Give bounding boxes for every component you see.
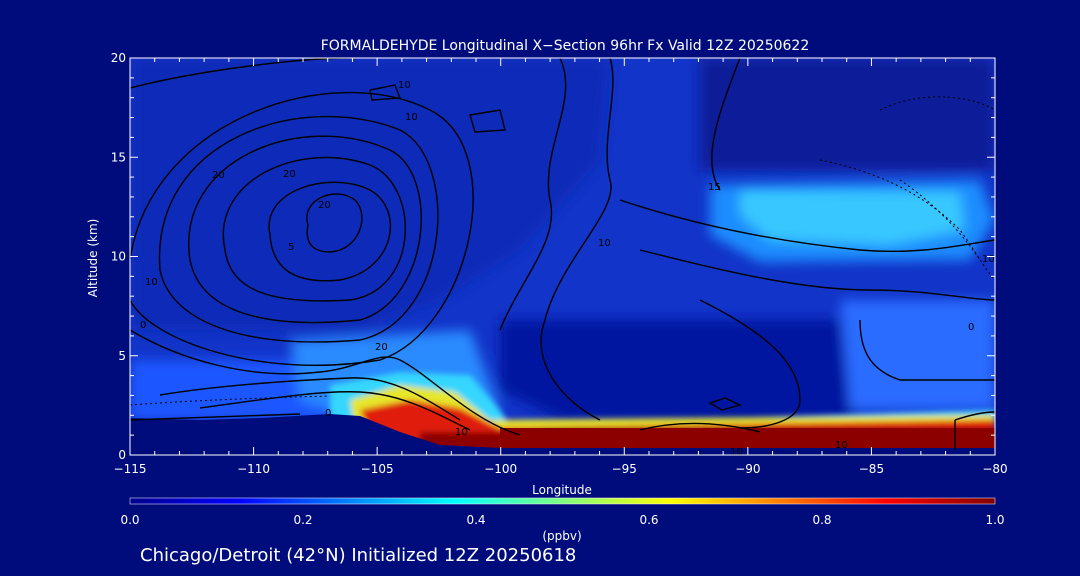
contour-lines — [130, 58, 995, 450]
contour-label: 15 — [708, 182, 721, 193]
terrain-mask — [130, 414, 995, 455]
contour-line — [159, 377, 461, 421]
x-axis: −115 −110 −105 −100 −95 −90 −85 −80 — [114, 58, 1008, 476]
contour-labels: 10 10 20 20 20 10 10 10 0 0 20 5 10 15 1… — [140, 80, 995, 458]
colorbar-strip — [129, 497, 996, 505]
contour-label: 0 — [325, 408, 331, 419]
contour-dotted — [879, 96, 995, 111]
contour-label: 0 — [968, 322, 974, 333]
y-tick-label: 5 — [118, 349, 126, 363]
colorbar-tick-label: 0.0 — [120, 513, 139, 527]
contour-dotted — [130, 395, 331, 406]
colorbar-tick-label: 1.0 — [985, 513, 1004, 527]
contour-line — [158, 116, 439, 343]
contour-line — [469, 109, 506, 133]
contour-label: 20 — [375, 342, 388, 353]
contour-line — [130, 91, 474, 367]
contour-label: 10 — [145, 277, 158, 288]
field-dark-west-upper — [130, 58, 610, 330]
contour-line — [859, 319, 995, 381]
contour-label: 10 — [730, 447, 743, 458]
y-axis-label: Altitude (km) — [86, 219, 100, 298]
x-tick-label: −115 — [114, 462, 147, 476]
colorbar-tick-label: 0.6 — [639, 513, 658, 527]
footer-caption: Chicago/Detroit (42°N) Initialized 12Z 2… — [140, 545, 576, 566]
contour-label: 20 — [212, 170, 225, 181]
chart-title: FORMALDEHYDE Longitudinal X−Section 96hr… — [321, 38, 810, 54]
x-tick-label: −100 — [484, 462, 517, 476]
dotted-contours — [130, 96, 995, 406]
contour-label: 10 — [455, 427, 468, 438]
contour-line — [130, 329, 521, 436]
colorbar-tick-label: 0.8 — [812, 513, 831, 527]
field-dark-east-top — [700, 58, 995, 170]
contour-line — [369, 84, 401, 101]
y-tick-label: 15 — [111, 150, 126, 164]
x-axis-label: Longitude — [532, 483, 592, 497]
y-axis: 0 5 10 15 20 — [111, 51, 995, 462]
contour-label: 5 — [288, 242, 294, 253]
y-tick-label: 0 — [118, 448, 126, 462]
field-upper-plume-core — [740, 190, 965, 245]
contour-line — [708, 397, 743, 411]
contour-line — [619, 199, 995, 253]
x-tick-label: −105 — [361, 462, 394, 476]
colorbar: 0.0 0.2 0.4 0.6 0.8 1.0 (ppbv) — [120, 497, 1005, 543]
colorbar-tick-label: 0.4 — [466, 513, 485, 527]
contour-label: 10 — [398, 80, 411, 91]
y-tick-label: 20 — [111, 51, 126, 65]
contour-line — [222, 156, 406, 302]
contour-line — [130, 413, 301, 421]
contour-line — [268, 181, 392, 282]
contour-line — [639, 422, 761, 433]
contour-line — [306, 193, 363, 253]
x-tick-label: −80 — [982, 462, 1007, 476]
x-tick-label: −110 — [237, 462, 270, 476]
contour-line — [711, 58, 741, 191]
contour-line — [540, 58, 614, 421]
contour-label: 0 — [140, 320, 146, 331]
colorbar-label: (ppbv) — [542, 529, 581, 543]
colorbar-ticks: 0.0 0.2 0.4 0.6 0.8 1.0 — [120, 513, 1004, 527]
field-mid-east-light — [840, 300, 995, 410]
contour-label: 10 — [598, 238, 611, 249]
contour-dotted — [899, 179, 981, 261]
contour-line — [188, 135, 422, 324]
contour-line — [199, 391, 471, 431]
x-tick-label: −95 — [612, 462, 637, 476]
contour-label: 20 — [283, 169, 296, 180]
colorbar-tick-label: 0.2 — [293, 513, 312, 527]
x-tick-label: −85 — [859, 462, 884, 476]
contour-line — [499, 58, 567, 331]
heatmap-field — [130, 58, 995, 455]
contour-line — [639, 249, 995, 301]
boundary-sharp-maroon — [500, 428, 995, 448]
contour-line — [699, 299, 801, 429]
contour-label: 10 — [982, 254, 995, 265]
field-dark-mid-east — [500, 320, 860, 425]
contour-label: 10 — [405, 112, 418, 123]
y-tick-label: 10 — [111, 250, 126, 264]
x-tick-label: −90 — [735, 462, 760, 476]
contour-line — [954, 411, 995, 421]
contour-label: 20 — [318, 200, 331, 211]
contour-label: 10 — [835, 440, 848, 451]
contour-line — [130, 58, 351, 89]
